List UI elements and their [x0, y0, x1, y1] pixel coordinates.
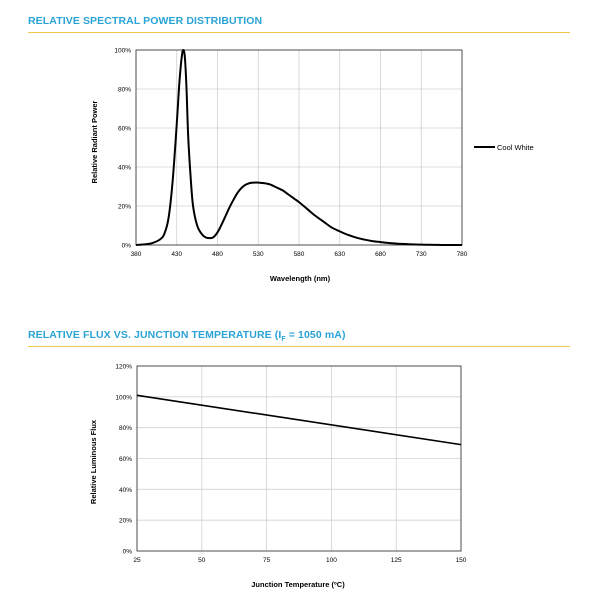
y-tick-label: 40% [119, 487, 132, 494]
x-tick-label: 380 [131, 251, 142, 258]
flux-y-ticks: 0% 20% 40% 60% 80% 100% 120% [115, 364, 132, 556]
y-tick-label: 80% [118, 87, 131, 94]
flux-y-axis-label: Relative Luminous Flux [89, 419, 98, 504]
y-tick-label: 120% [115, 364, 132, 371]
y-tick-label: 20% [119, 518, 132, 525]
spectral-y-axis-label: Relative Radiant Power [90, 100, 99, 183]
y-tick-label: 40% [118, 165, 131, 172]
series-line-cool-white [135, 48, 462, 247]
x-tick-label: 580 [294, 251, 305, 258]
y-tick-label: 0% [123, 549, 133, 556]
y-tick-label: 60% [119, 456, 132, 463]
x-tick-label: 780 [457, 251, 468, 258]
flux-gridlines [137, 366, 461, 551]
x-tick-label: 480 [212, 251, 223, 258]
spectral-plot-frame [135, 49, 463, 246]
spectral-y-ticks: 0% 20% 40% 60% 80% 100% [114, 48, 131, 250]
y-tick-label: 80% [119, 425, 132, 432]
x-tick-label: 680 [375, 251, 386, 258]
x-tick-label: 150 [456, 557, 467, 564]
spectral-power-chart: 380 430 480 530 580 630 680 730 780 0% 20% 40% 60% 8… [90, 48, 534, 284]
spectral-x-axis-label: Wavelength (nm) [270, 274, 331, 283]
spectral-gridlines [136, 50, 462, 245]
x-tick-label: 25 [133, 557, 141, 564]
x-tick-label: 100 [326, 557, 337, 564]
x-tick-label: 630 [334, 251, 345, 258]
y-tick-label: 20% [118, 204, 131, 211]
x-tick-label: 75 [263, 557, 271, 564]
spectral-section-title: RELATIVE SPECTRAL POWER DISTRIBUTION [28, 15, 263, 27]
flux-title-tail: = 1050 mA) [285, 329, 346, 341]
flux-plot-frame [136, 365, 462, 552]
x-tick-label: 730 [416, 251, 427, 258]
y-tick-label: 60% [118, 126, 131, 133]
x-tick-label: 125 [391, 557, 402, 564]
x-tick-label: 430 [171, 251, 182, 258]
x-tick-label: 530 [253, 251, 264, 258]
series-line-flux [136, 394, 462, 446]
flux-title-subscript: F [281, 336, 286, 344]
flux-x-axis-label: Junction Temperature (ºC) [251, 580, 345, 589]
y-tick-label: 100% [114, 48, 131, 55]
flux-section-title: RELATIVE FLUX VS. JUNCTION TEMPERATURE (… [28, 329, 346, 343]
flux-x-ticks: 25 50 75 100 125 150 [133, 557, 466, 564]
y-tick-label: 0% [122, 243, 132, 250]
spectral-title-rule [28, 32, 570, 33]
spectral-x-ticks: 380 430 480 530 580 630 680 730 780 [131, 251, 468, 258]
legend-label-cool-white: Cool White [497, 143, 534, 152]
y-tick-label: 100% [115, 394, 132, 401]
x-tick-label: 50 [198, 557, 206, 564]
flux-title-rule [28, 346, 570, 347]
flux-title-main: RELATIVE FLUX VS. JUNCTION TEMPERATURE (… [28, 329, 282, 341]
